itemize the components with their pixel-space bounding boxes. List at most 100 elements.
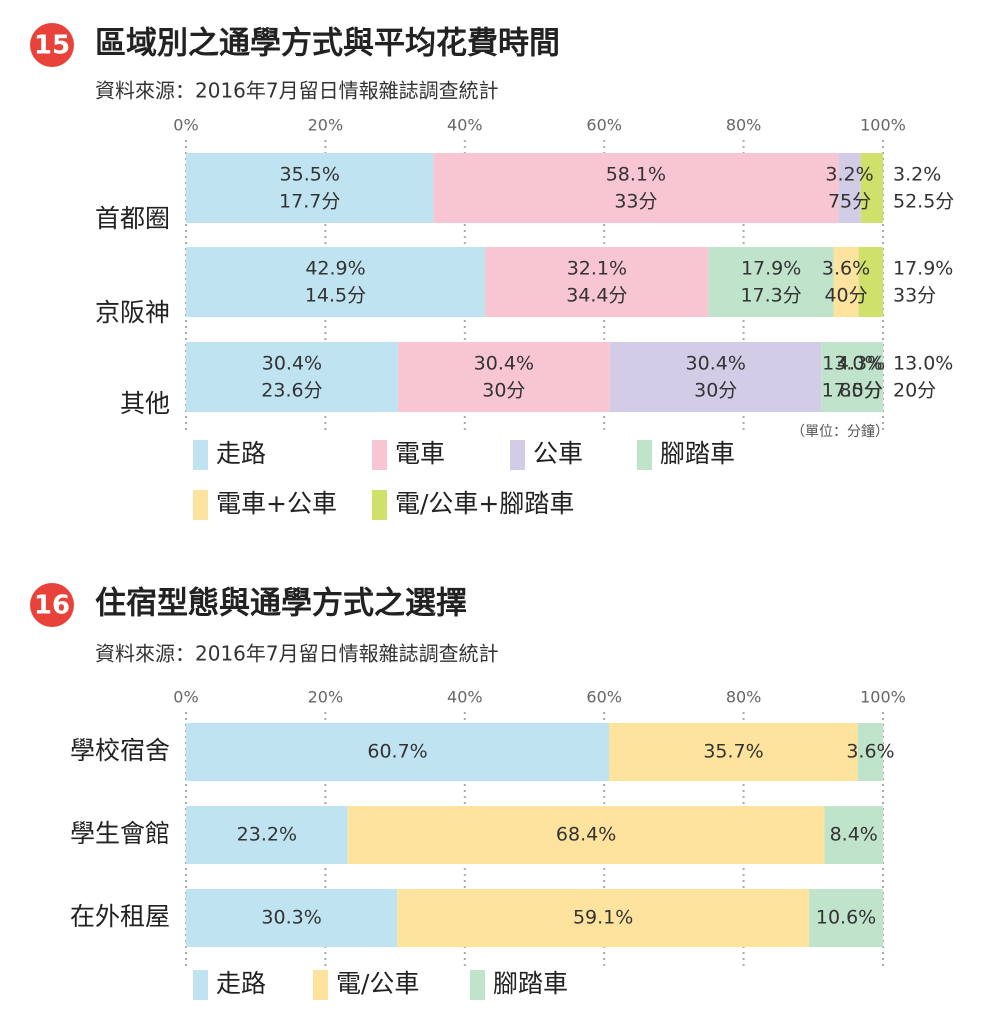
chart-title: 區域別之通學方式與平均花費時間 (95, 26, 560, 62)
value-label: 30.4% (474, 353, 534, 375)
value-label: 35.5% (280, 164, 340, 186)
bar-segment (858, 247, 883, 317)
legend-label: 走路 (216, 969, 266, 998)
value-label: 3.6% (822, 258, 870, 280)
value-label: 30.3% (261, 907, 321, 929)
minute-label: 23.6分 (261, 380, 322, 402)
bar-segment (186, 153, 434, 223)
source: 資料來源：2016年7月留日情報雜誌調查統計 (95, 79, 499, 103)
labels: 35.5% 17.7分 58.1% 33分 3.2% 75分 3.2% 52.5分 42.9% 1… (261, 164, 954, 402)
minute-label: 75分 (828, 191, 871, 213)
legend-swatch (510, 440, 525, 470)
legend-label: 腳踏車 (493, 969, 568, 998)
bar-segment (186, 806, 348, 864)
value-label: 10.6% (816, 907, 876, 929)
value-label: 13.0% (822, 353, 882, 375)
minute-label: 30分 (482, 380, 525, 402)
bar-segment (860, 153, 883, 223)
value-label: 32.1% (567, 258, 627, 280)
value-label: 60.7% (367, 741, 427, 763)
minute-label: 34.4分 (566, 285, 627, 307)
minute-label: 20分 (893, 380, 936, 402)
value-label: 3.2% (893, 164, 941, 186)
value-label: 17.9% (893, 258, 953, 280)
value-label: 8.4% (830, 824, 878, 846)
value-label: 30.4% (686, 353, 746, 375)
value-label: 68.4% (556, 824, 616, 846)
bar-segment (186, 723, 610, 781)
legend-label: 電/公車 (336, 969, 419, 998)
x-tick-label: 40% (447, 116, 483, 135)
value-label: 30.4% (262, 353, 322, 375)
x-tick-label: 0% (173, 688, 198, 707)
legend-label: 電車 (395, 439, 445, 468)
legend-swatch (372, 490, 387, 520)
value-label: 42.9% (305, 258, 365, 280)
unit-note: （單位：分鐘） (791, 423, 889, 440)
legend-swatch (470, 970, 485, 1000)
labels: 60.7% 35.7% 3.6% 23.2% 68.4% 8.4% 30.3% 59.1% 10… (237, 741, 895, 929)
category-label: 學生會館 (70, 819, 170, 848)
legend-swatch (313, 970, 328, 1000)
legend-swatch (372, 440, 387, 470)
chart-title: 住宿型態與通學方式之選擇 (95, 586, 467, 622)
minute-label: 17.5分 (822, 380, 883, 402)
x-tick-label: 20% (308, 688, 344, 707)
minute-label: 52.5分 (893, 191, 954, 213)
value-label: 58.1% (606, 164, 666, 186)
minute-label: 33分 (893, 285, 936, 307)
x-tick-label: 100% (860, 688, 906, 707)
bar-segment (824, 806, 883, 864)
minute-label: 17.3分 (740, 285, 801, 307)
legend-swatch (637, 440, 652, 470)
category-label: 京阪神 (95, 298, 170, 327)
minute-label: 80分 (839, 380, 882, 402)
category-label: 其他 (120, 389, 170, 418)
bar-segment (708, 247, 834, 317)
bar-segment (433, 153, 839, 223)
x-tick-label: 100% (860, 116, 906, 135)
legend-swatch (193, 440, 208, 470)
bar-segment (821, 342, 883, 412)
bar-segment (485, 247, 709, 317)
minute-label: 33分 (614, 191, 657, 213)
bar-segment (838, 153, 861, 223)
bar-segment (347, 806, 825, 864)
x-tick-label: 80% (726, 116, 762, 135)
minute-label: 17.7分 (279, 191, 340, 213)
bar-segment (833, 247, 859, 317)
badge-number: 16 (34, 591, 70, 621)
x-tick-label: 20% (308, 116, 344, 135)
legend-swatch (193, 970, 208, 1000)
category-label: 在外租屋 (70, 902, 170, 931)
legend-label: 腳踏車 (660, 439, 735, 468)
value-label: 13.0% (893, 353, 953, 375)
value-label: 3.6% (846, 741, 894, 763)
legend-label: 電/公車+腳踏車 (395, 489, 574, 518)
bars (186, 723, 883, 947)
value-label: 4.3% (837, 353, 885, 375)
x-tick-label: 60% (586, 116, 622, 135)
minute-label: 40分 (824, 285, 867, 307)
x-tick-label: 80% (726, 688, 762, 707)
legend-swatch (193, 490, 208, 520)
bar-segment (186, 889, 398, 947)
bars (186, 153, 883, 412)
badge (30, 583, 74, 627)
legend-label: 電車+公車 (216, 489, 337, 518)
minute-label: 14.5分 (305, 285, 366, 307)
badge (30, 23, 74, 67)
minute-label: 30分 (694, 380, 737, 402)
x-tick-label: 60% (586, 688, 622, 707)
bar-segment (186, 247, 486, 317)
bar-segment (609, 723, 858, 781)
value-label: 35.7% (703, 741, 763, 763)
category-label: 首都圈 (95, 204, 170, 233)
bar-segment (186, 342, 398, 412)
bar-segment (609, 342, 822, 412)
x-tick-label: 40% (447, 688, 483, 707)
value-label: 59.1% (573, 907, 633, 929)
category-label: 學校宿舍 (70, 736, 170, 765)
value-label: 17.9% (741, 258, 801, 280)
bar-segment (857, 723, 883, 781)
